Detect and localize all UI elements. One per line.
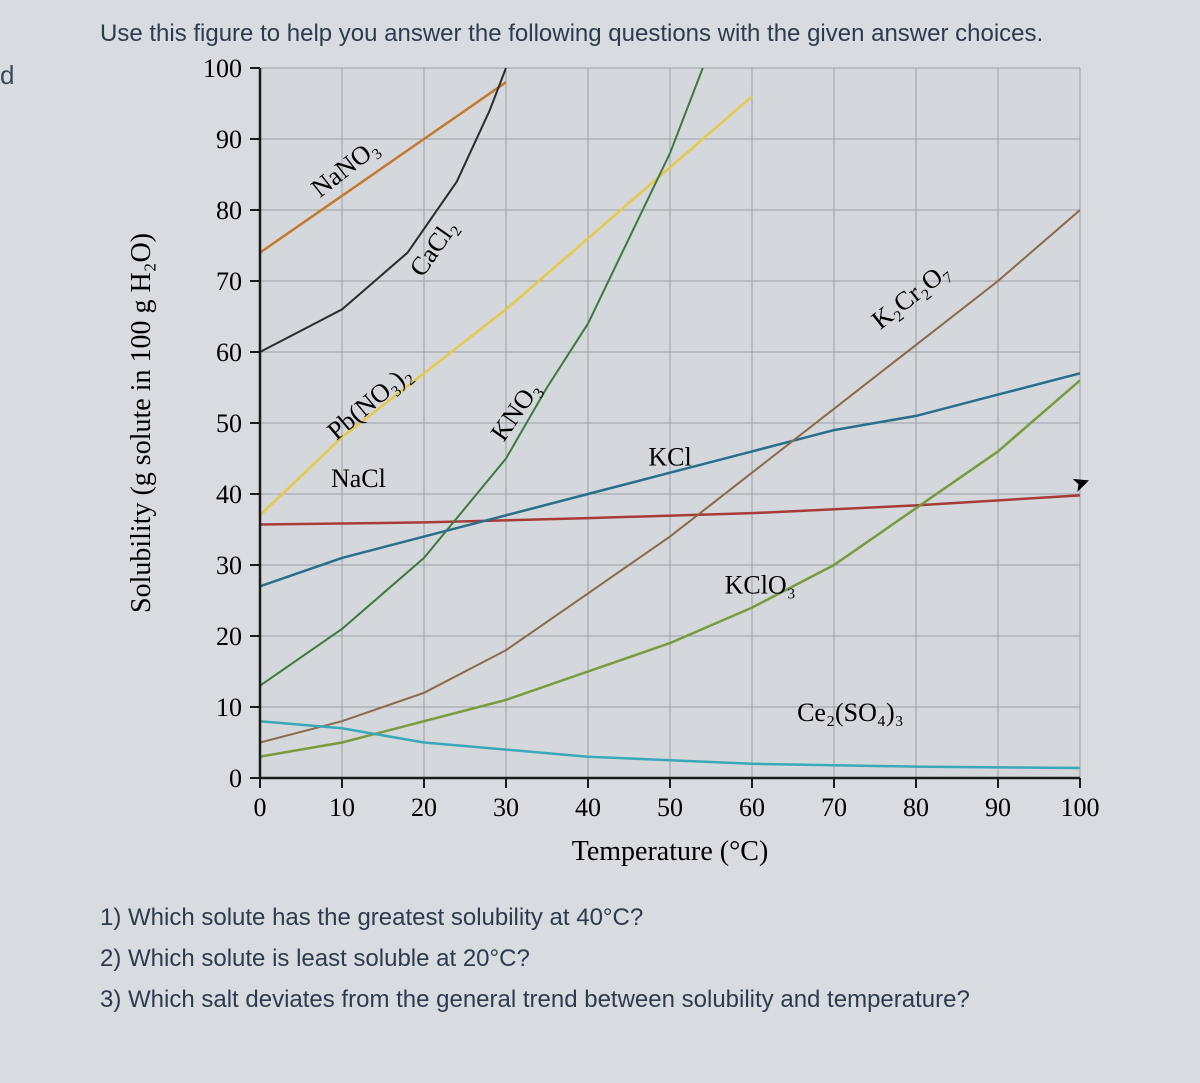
solubility-chart: 0 10 20 30 40 50 60 70 80 90 100 0 10 20 30 40 50 60 70 80 9… [120, 58, 1120, 878]
x-tick-label: 90 [985, 793, 1011, 822]
x-tick-label: 70 [821, 793, 847, 822]
x-axis-label: Temperature (°C) [572, 836, 769, 867]
cropped-text-fragment: d [0, 60, 14, 91]
question-2: 2) Which solute is least soluble at 20°C… [100, 939, 1160, 980]
page-root: d Use this figure to help you answer the… [0, 0, 1200, 1083]
question-list: 1) Which solute has the greatest solubil… [100, 898, 1160, 1020]
series-label-NaCl: NaCl [331, 464, 386, 493]
y-tick-label: 90 [216, 125, 242, 154]
x-tick-label: 40 [575, 793, 601, 822]
question-1: 1) Which solute has the greatest solubil… [100, 898, 1160, 939]
y-tick-label: 30 [216, 551, 242, 580]
y-axis-label: Solubility (g solute in 100 g H₂O) [126, 233, 157, 613]
y-tick-label: 70 [216, 267, 242, 296]
x-tick-label: 10 [329, 793, 355, 822]
series-label-Ce2SO43: Ce₂(SO₄)₃ [797, 698, 904, 727]
y-tick-label: 100 [203, 58, 242, 83]
chart-svg: 0 10 20 30 40 50 60 70 80 90 100 0 10 20 30 40 50 60 70 80 9… [120, 58, 1120, 878]
series-label-KClO3: KClO₃ [725, 570, 796, 599]
x-tick-label: 20 [411, 793, 437, 822]
x-tick-label: 50 [657, 793, 683, 822]
x-tick-label: 0 [254, 793, 267, 822]
x-tick-label: 30 [493, 793, 519, 822]
question-3: 3) Which salt deviates from the general … [100, 980, 1160, 1021]
x-tick-label: 100 [1061, 793, 1100, 822]
instruction-text: Use this figure to help you answer the f… [100, 20, 1160, 48]
x-tick-label: 80 [903, 793, 929, 822]
y-tick-label: 10 [216, 693, 242, 722]
series-label-KCl: KCl [648, 443, 691, 472]
y-tick-label: 40 [216, 480, 242, 509]
y-tick-label: 80 [216, 196, 242, 225]
x-tick-label: 60 [739, 793, 765, 822]
y-tick-label: 50 [216, 409, 242, 438]
y-tick-label: 0 [229, 764, 242, 793]
y-tick-label: 20 [216, 622, 242, 651]
y-tick-label: 60 [216, 338, 242, 367]
